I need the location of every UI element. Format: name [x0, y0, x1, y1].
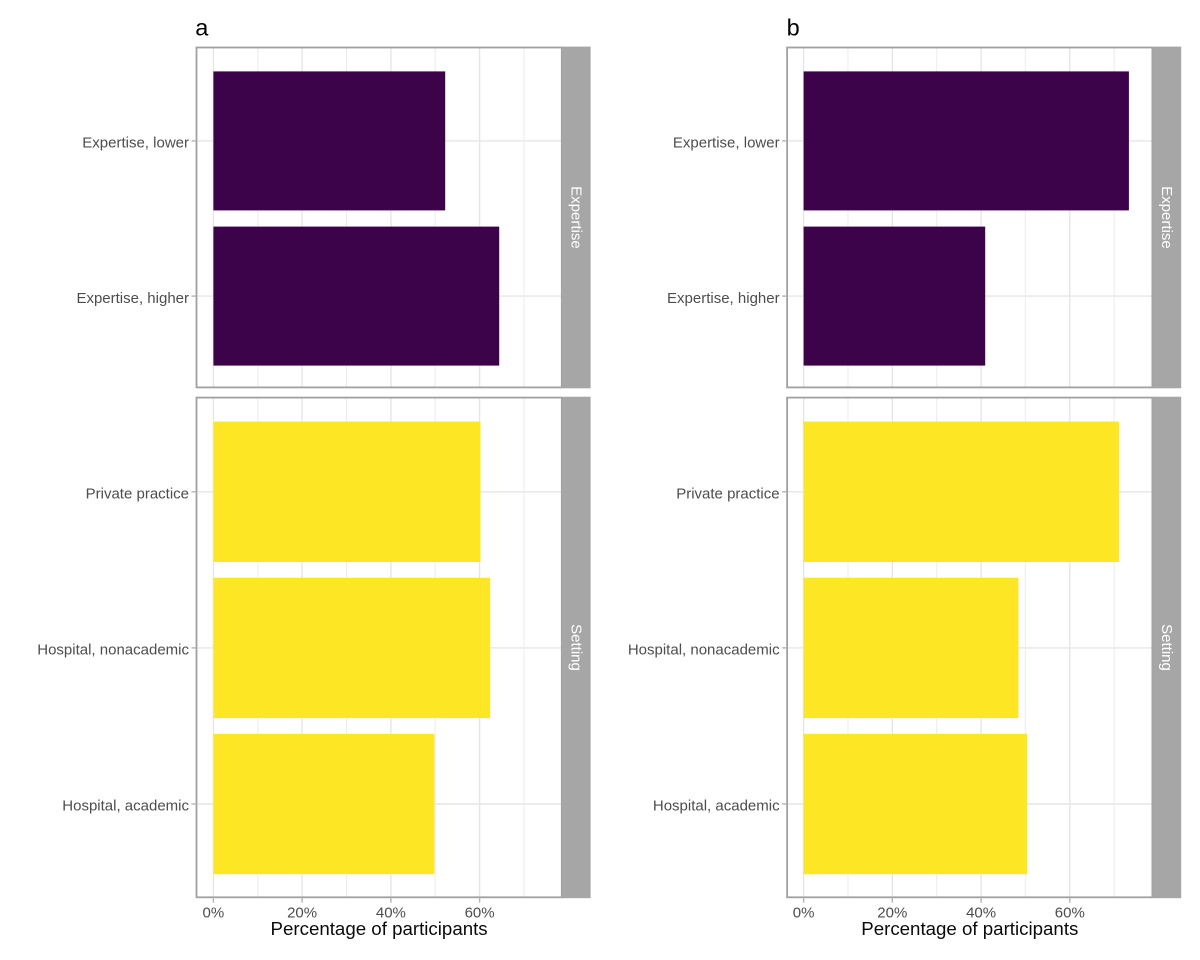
svg-text:60%: 60%	[465, 904, 495, 921]
svg-text:0%: 0%	[203, 904, 225, 921]
svg-text:Expertise, lower: Expertise, lower	[673, 135, 780, 152]
svg-text:Hospital, nonacademic: Hospital, nonacademic	[628, 642, 780, 659]
svg-text:20%: 20%	[287, 904, 317, 921]
svg-text:Hospital, academic: Hospital, academic	[62, 798, 189, 815]
svg-text:40%: 40%	[376, 904, 406, 921]
svg-text:Expertise, higher: Expertise, higher	[667, 290, 780, 307]
svg-text:Percentage of participants: Percentage of participants	[861, 918, 1078, 939]
svg-text:0%: 0%	[793, 904, 815, 921]
svg-text:Setting: Setting	[1158, 624, 1175, 671]
svg-text:40%: 40%	[966, 904, 996, 921]
svg-text:Private practice: Private practice	[676, 485, 779, 502]
svg-text:Expertise, higher: Expertise, higher	[76, 290, 189, 307]
svg-text:Setting: Setting	[568, 624, 585, 671]
svg-text:Expertise: Expertise	[1158, 186, 1175, 249]
svg-text:Hospital, nonacademic: Hospital, nonacademic	[37, 642, 189, 659]
svg-text:20%: 20%	[877, 904, 907, 921]
svg-text:Private practice: Private practice	[86, 485, 189, 502]
svg-text:Expertise, lower: Expertise, lower	[82, 135, 189, 152]
svg-text:b: b	[787, 14, 800, 40]
svg-text:60%: 60%	[1055, 904, 1085, 921]
svg-text:Hospital, academic: Hospital, academic	[653, 798, 780, 815]
svg-text:a: a	[195, 14, 209, 40]
svg-text:Percentage of participants: Percentage of participants	[271, 918, 488, 939]
svg-text:Expertise: Expertise	[568, 186, 585, 249]
